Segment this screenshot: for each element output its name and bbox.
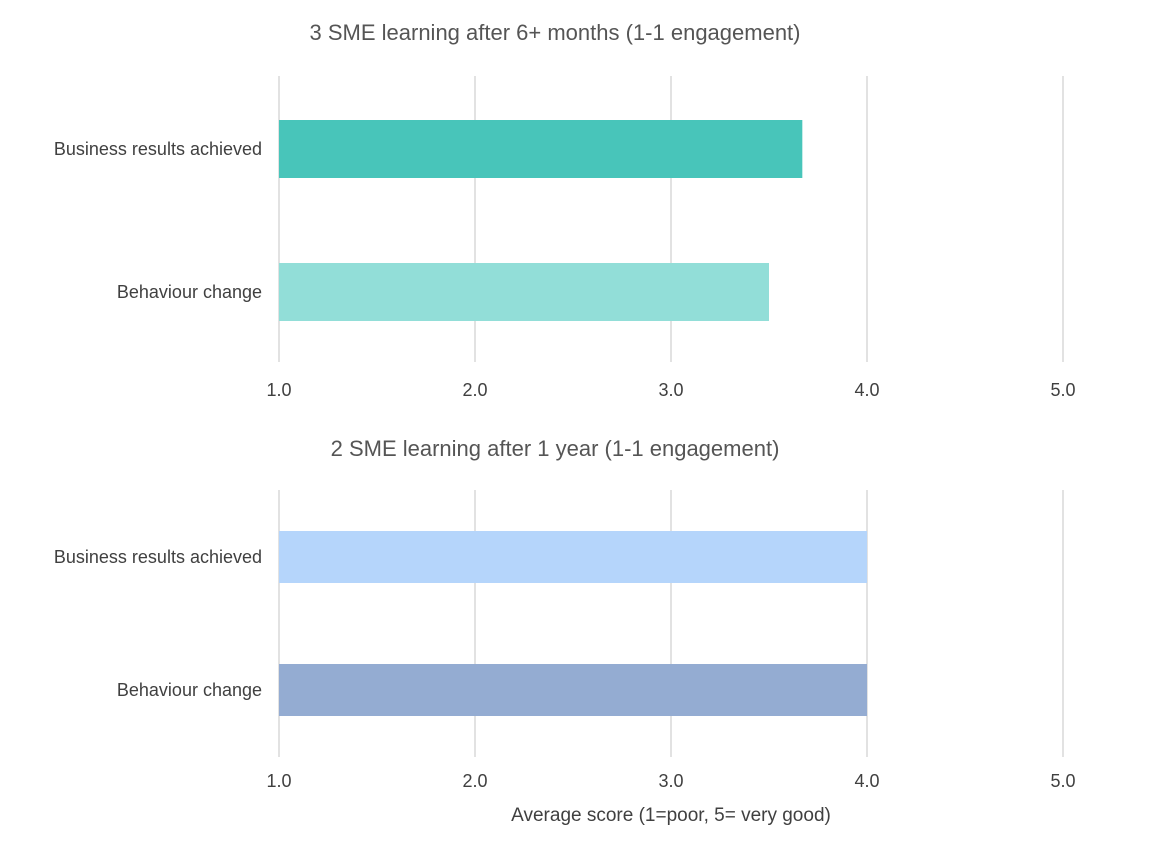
x-axis-label: Average score (1=poor, 5= very good) [511, 805, 831, 826]
x-tick-label: 4.0 [854, 771, 879, 791]
bar [279, 120, 803, 178]
x-tick-label: 5.0 [1050, 771, 1075, 791]
x-tick-label: 3.0 [658, 771, 683, 791]
category-label: Behaviour change [117, 680, 262, 700]
bar [279, 263, 769, 321]
category-label: Business results achieved [54, 139, 262, 159]
category-label: Business results achieved [54, 547, 262, 567]
x-tick-label: 2.0 [462, 771, 487, 791]
x-tick-label: 2.0 [462, 380, 487, 400]
x-tick-label: 5.0 [1050, 380, 1075, 400]
x-tick-label: 4.0 [854, 380, 879, 400]
x-tick-label: 1.0 [266, 380, 291, 400]
chart-panel-bottom: 2 SME learning after 1 year (1-1 engagem… [54, 436, 1076, 826]
bar [279, 531, 867, 583]
category-label: Behaviour change [117, 282, 262, 302]
chart-panel-top: 3 SME learning after 6+ months (1-1 enga… [54, 20, 1076, 400]
x-tick-label: 1.0 [266, 771, 291, 791]
chart-title: 3 SME learning after 6+ months (1-1 enga… [310, 20, 801, 45]
bar [279, 664, 867, 716]
x-tick-label: 3.0 [658, 380, 683, 400]
chart-title: 2 SME learning after 1 year (1-1 engagem… [331, 436, 780, 461]
